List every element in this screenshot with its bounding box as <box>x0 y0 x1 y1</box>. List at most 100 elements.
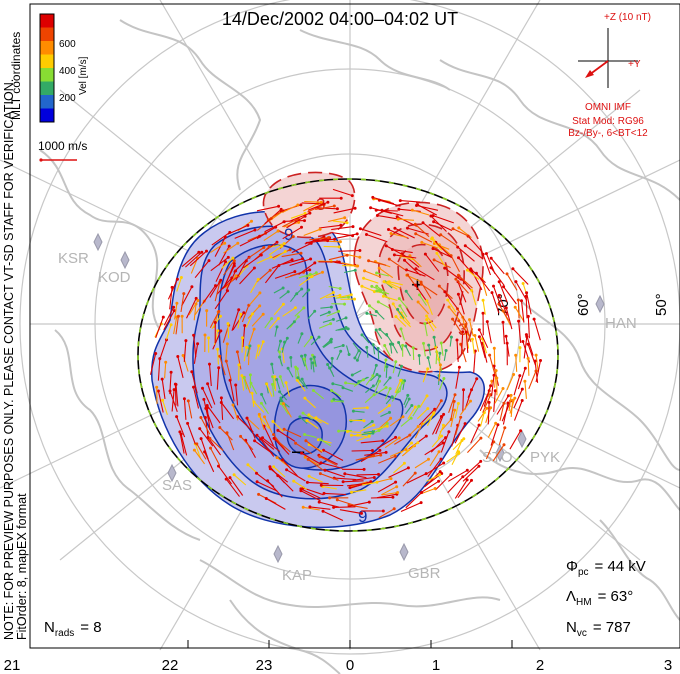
velocity-vector <box>313 356 317 367</box>
velocity-vector <box>375 311 385 320</box>
velocity-vector <box>255 345 260 360</box>
plot-frame <box>29 3 680 649</box>
velocity-vector <box>376 290 390 295</box>
velocity-vector <box>457 281 467 303</box>
velocity-vector <box>282 258 303 265</box>
velocity-vector <box>335 326 347 332</box>
velocity-vector <box>392 343 398 354</box>
velocity-vector <box>262 437 281 452</box>
velocity-vector <box>331 226 354 231</box>
velocity-vector <box>164 362 167 379</box>
velocity-vector <box>379 199 401 207</box>
mlt-tick-22: 22 <box>162 657 179 674</box>
velocity-vector <box>323 492 347 496</box>
velocity-vector <box>405 290 413 301</box>
velocity-vector <box>264 221 285 233</box>
velocity-vector <box>303 506 320 511</box>
velocity-vector <box>385 396 393 405</box>
velocity-vector <box>149 353 157 375</box>
velocity-vector <box>243 254 262 269</box>
velocity-vector <box>302 412 313 420</box>
velocity-vector <box>245 313 254 328</box>
velocity-vector <box>277 340 282 352</box>
velocity-vector <box>202 387 213 409</box>
velocity-vector <box>344 473 367 479</box>
velocity-vector <box>264 416 273 433</box>
velocity-vector <box>424 323 428 337</box>
velocity-vector <box>418 408 436 426</box>
velocity-vector <box>289 258 311 267</box>
velocity-vector <box>263 425 274 446</box>
velocity-vector <box>290 212 306 219</box>
velocity-colorbar <box>39 13 55 123</box>
velocity-vector <box>227 224 249 235</box>
velocity-vector <box>378 508 395 519</box>
velocity-vector <box>297 333 303 344</box>
velocity-vector <box>397 309 405 319</box>
imf-source: OMNI IMF <box>585 102 631 113</box>
velocity-vector <box>256 256 272 264</box>
velocity-vector <box>309 237 329 241</box>
velocity-vector <box>279 376 285 388</box>
station-label-gbr: GBR <box>408 565 441 582</box>
velocity-vector <box>279 391 288 401</box>
velocity-vector <box>424 442 444 456</box>
velocity-vector <box>344 269 356 274</box>
imf-condition: Bz-/By-, 6<BT<12 <box>568 128 648 139</box>
velocity-vector <box>366 312 378 317</box>
velocity-vector <box>372 344 376 355</box>
velocity-vector <box>490 267 505 286</box>
velocity-vector <box>384 437 400 449</box>
velocity-vector <box>457 246 475 262</box>
velocity-vector <box>355 455 374 461</box>
velocity-vector <box>268 245 283 256</box>
velocity-vector <box>399 380 403 393</box>
velocity-vector <box>194 443 201 458</box>
velocity-vector <box>260 402 269 415</box>
velocity-vector <box>462 389 465 412</box>
velocity-vector <box>506 374 515 391</box>
colorbar-block <box>40 68 54 82</box>
velocity-vector <box>482 254 492 276</box>
velocity-vector <box>239 235 260 247</box>
velocity-vector <box>435 351 438 365</box>
velocity-vector <box>322 318 334 323</box>
velocity-vector <box>404 259 421 276</box>
velocity-vector <box>181 286 193 307</box>
velocity-vector <box>427 357 432 369</box>
velocity-vector <box>297 377 306 387</box>
velocity-vector <box>214 290 228 310</box>
velocity-vector <box>483 385 492 407</box>
velocity-vector <box>455 278 470 294</box>
velocity-vector <box>319 501 340 508</box>
velocity-vector <box>527 316 530 339</box>
velocity-vector <box>394 434 411 445</box>
velocity-vector <box>293 480 307 490</box>
velocity-vector <box>266 498 286 510</box>
velocity-vector <box>212 330 222 350</box>
velocity-vector <box>482 343 488 363</box>
velocity-vector <box>241 375 245 391</box>
velocity-vector <box>214 282 221 302</box>
velocity-vector <box>200 417 211 435</box>
velocity-vector <box>307 201 329 211</box>
mlt-tick-1: 1 <box>432 657 440 674</box>
velocity-vector <box>451 425 459 447</box>
velocity-vectors <box>149 188 542 521</box>
velocity-vector <box>305 272 317 278</box>
velocity-vector <box>207 383 216 405</box>
velocity-vector <box>247 247 265 259</box>
velocity-vector <box>322 510 344 521</box>
velocity-vector <box>456 339 459 362</box>
velocity-vector <box>432 248 452 258</box>
velocity-vector <box>470 424 480 444</box>
velocity-vector <box>253 401 265 413</box>
velocity-vector <box>304 200 322 203</box>
velocity-vector <box>345 382 358 385</box>
velocity-vector <box>478 336 486 359</box>
velocity-vector <box>377 481 396 493</box>
velocity-vector <box>467 235 484 253</box>
velocity-vector <box>372 425 388 431</box>
velocity-vector <box>277 475 294 492</box>
velocity-vector <box>466 437 482 453</box>
